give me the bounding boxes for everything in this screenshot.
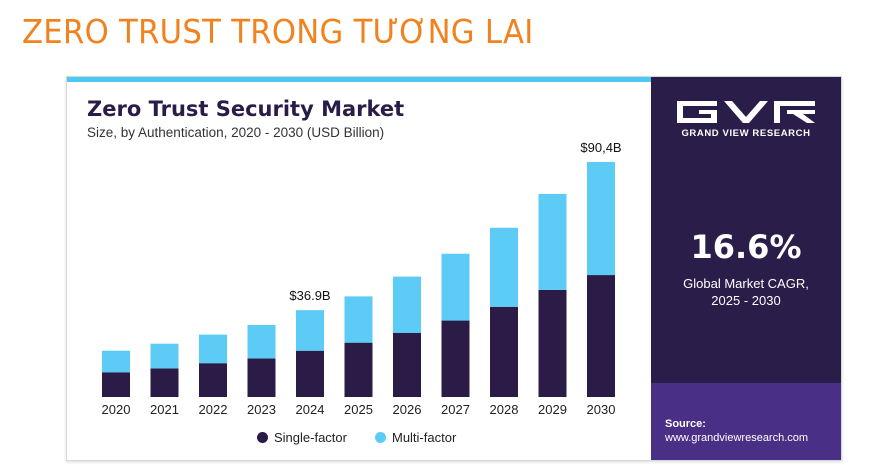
grand-view-research-logo (677, 101, 815, 123)
x-tick-label-2021: 2021 (150, 402, 179, 417)
bar-single-factor-2023 (247, 358, 276, 397)
page-heading: ZERO TRUST TRONG TƯƠNG LAI (22, 12, 534, 51)
x-tick-label-2030: 2030 (587, 402, 616, 417)
cagr-value: 16.6% (690, 228, 802, 266)
source-label: Source: (665, 418, 706, 430)
bar-single-factor-2021 (150, 368, 179, 397)
data-label-2030: $90,4B (580, 140, 621, 155)
bar-multi-factor-2024 (296, 310, 324, 351)
x-tick-label-2026: 2026 (393, 402, 422, 417)
source-url: www.grandviewresearch.com (665, 432, 809, 444)
bar-multi-factor-2026 (393, 276, 421, 333)
bar-single-factor-2030 (587, 275, 615, 397)
cagr-label-line2: 2025 - 2030 (711, 293, 781, 308)
bar-multi-factor-2029 (538, 193, 567, 290)
stacked-bar-chart: 2020 2021 2022 2023 2024 2025 2026 2027 2028 2029… (102, 140, 622, 417)
info-panel: GRAND VIEW RESEARCH 16.6% Global Market … (651, 77, 841, 460)
bar-multi-factor-2025 (344, 296, 373, 343)
x-tick-label-2029: 2029 (538, 402, 567, 417)
chart-title: Zero Trust Security Market (87, 97, 405, 121)
x-tick-label-2025: 2025 (344, 402, 373, 417)
brand-name: GRAND VIEW RESEARCH (681, 128, 811, 139)
bar-single-factor-2027 (441, 320, 470, 397)
bar-multi-factor-2020 (102, 350, 130, 373)
bar-single-factor-2029 (538, 289, 567, 397)
chart-subtitle: Size, by Authentication, 2020 - 2030 (US… (87, 125, 385, 140)
data-label-2024: $36.9B (289, 288, 330, 303)
bar-multi-factor-2023 (247, 324, 276, 359)
bar-single-factor-2024 (296, 350, 324, 397)
legend-label-multi-factor: Multi-factor (391, 430, 457, 445)
legend-swatch-multi-factor (374, 432, 386, 443)
bar-multi-factor-2028 (490, 227, 518, 307)
x-tick-label-2028: 2028 (490, 402, 519, 417)
accent-strip (67, 77, 651, 82)
bar-single-factor-2026 (393, 332, 421, 397)
bar-multi-factor-2022 (199, 334, 227, 364)
x-tick-label-2023: 2023 (247, 402, 276, 417)
x-tick-label-2020: 2020 (102, 402, 131, 417)
legend-item-multi-factor: Multi-factor (374, 430, 457, 445)
chart-legend: Single-factor Multi-factor (257, 430, 456, 445)
bar-multi-factor-2030 (587, 161, 615, 276)
bar-multi-factor-2021 (150, 343, 179, 369)
cagr-label: Global Market CAGR, 2025 - 2030 (651, 275, 841, 309)
bar-multi-factor-2027 (441, 253, 470, 321)
bar-single-factor-2022 (199, 363, 227, 397)
x-tick-label-2022: 2022 (199, 402, 228, 417)
legend-item-single-factor: Single-factor (257, 430, 347, 445)
legend-swatch-single-factor (257, 432, 268, 443)
bar-single-factor-2020 (102, 372, 130, 397)
x-tick-label-2024: 2024 (296, 402, 325, 417)
market-chart-card: Zero Trust Security Market Size, by Auth… (66, 76, 842, 461)
cagr-label-line1: Global Market CAGR, (683, 276, 809, 291)
x-tick-label-2027: 2027 (441, 402, 470, 417)
bar-single-factor-2028 (490, 306, 518, 397)
source-footer: Source: www.grandviewresearch.com (651, 383, 841, 460)
legend-label-single-factor: Single-factor (274, 430, 347, 445)
bar-single-factor-2025 (344, 342, 373, 397)
